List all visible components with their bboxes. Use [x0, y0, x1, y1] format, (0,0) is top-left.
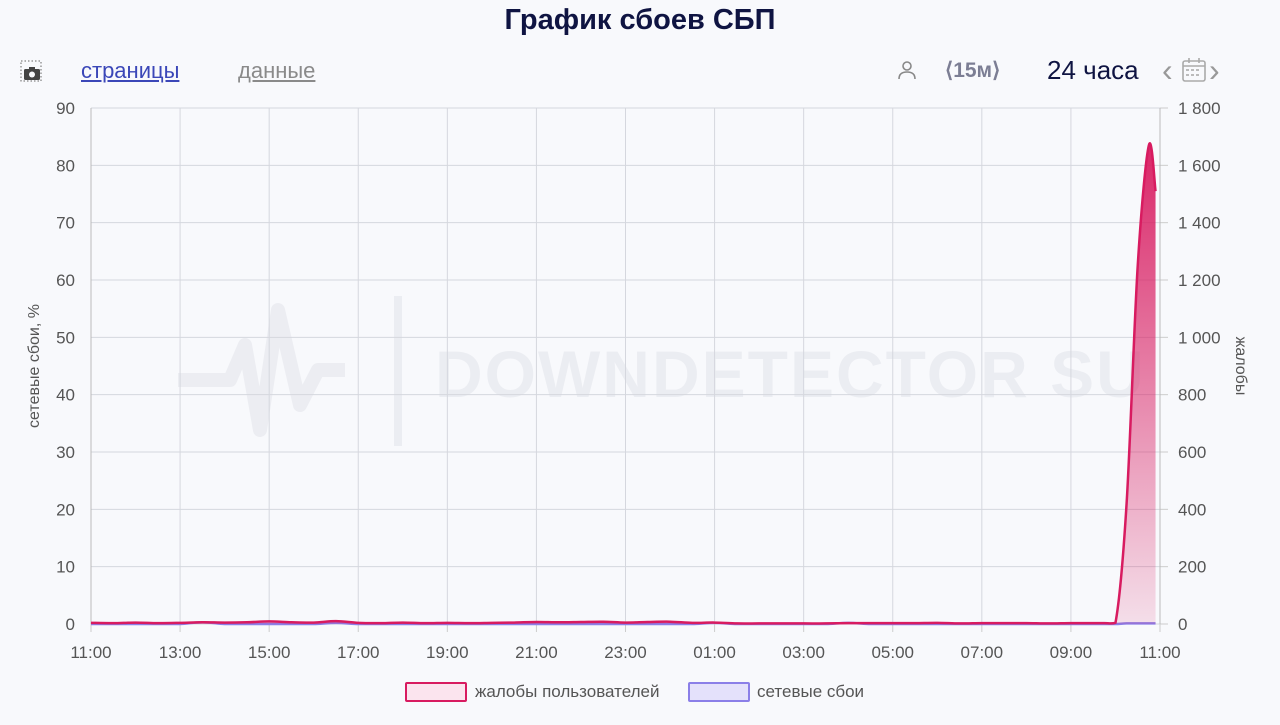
x-tick-label: 05:00	[871, 643, 914, 662]
x-tick-label: 19:00	[426, 643, 469, 662]
y-tick-left: 10	[56, 558, 75, 577]
y-tick-left: 90	[56, 99, 75, 118]
legend-label-network[interactable]: сетевые сбои	[757, 682, 865, 701]
chart-toolbar: страницы данные ⟨15м⟩ 24 часа ‹ ›	[0, 52, 1280, 88]
y-tick-right: 1 200	[1178, 271, 1221, 290]
y-tick-right: 1 600	[1178, 156, 1221, 175]
y-tick-left: 50	[56, 328, 75, 347]
y-tick-left: 80	[56, 156, 75, 175]
y-tick-right: 200	[1178, 558, 1206, 577]
legend-swatch-complaints[interactable]	[405, 682, 467, 702]
camera-icon[interactable]	[20, 60, 42, 82]
x-tick-label: 21:00	[515, 643, 558, 662]
svg-text:DOWNDETECTOR SU: DOWNDETECTOR SU	[435, 337, 1146, 411]
interval-selector[interactable]: ⟨15м⟩	[945, 59, 1001, 82]
y-tick-right: 1 000	[1178, 328, 1221, 347]
x-tick-label: 17:00	[337, 643, 380, 662]
y-tick-right: 0	[1178, 615, 1187, 634]
page-title: График сбоев СБП	[504, 4, 776, 36]
series-complaints-line	[90, 142, 1157, 625]
user-icon[interactable]	[897, 59, 917, 86]
x-tick-label: 11:00	[70, 643, 111, 662]
x-tick-label: 09:00	[1050, 643, 1093, 662]
x-tick-label: 23:00	[604, 643, 647, 662]
x-tick-label: 13:00	[159, 643, 202, 662]
y-tick-right: 1 800	[1178, 99, 1221, 118]
chart: DOWNDETECTOR SU 0 0 10 200 20 400 30 600 40 800 50…	[26, 99, 1249, 662]
y-tick-right: 1 400	[1178, 214, 1221, 233]
x-tick-label: 11:00	[1139, 643, 1180, 662]
y-tick-right: 600	[1178, 443, 1206, 462]
y-axis-left-label: сетевые сбои, %	[26, 304, 43, 428]
tab-pages[interactable]: страницы	[81, 58, 180, 83]
y-tick-left: 0	[66, 615, 75, 634]
x-tick-label: 07:00	[961, 643, 1004, 662]
legend: жалобы пользователей сетевые сбои	[0, 680, 1280, 704]
y-tick-left: 60	[56, 271, 75, 290]
tab-data[interactable]: данные	[238, 58, 316, 83]
y-tick-left: 70	[56, 214, 75, 233]
y-axis-right-label: жалобы	[1232, 337, 1249, 396]
x-tick-label: 03:00	[782, 643, 825, 662]
y-tick-left: 30	[56, 443, 75, 462]
y-tick-left: 20	[56, 500, 75, 519]
period-selector[interactable]: 24 часа	[1047, 55, 1139, 85]
calendar-icon[interactable]	[1181, 57, 1207, 88]
next-period-button[interactable]: ›	[1209, 52, 1220, 88]
prev-period-button[interactable]: ‹	[1162, 52, 1173, 88]
y-tick-right: 800	[1178, 386, 1206, 405]
legend-label-complaints[interactable]: жалобы пользователей	[475, 682, 660, 701]
x-tick-label: 01:00	[693, 643, 736, 662]
x-tick-label: 15:00	[248, 643, 291, 662]
watermark-logo: DOWNDETECTOR SU	[178, 296, 1146, 446]
y-tick-right: 400	[1178, 500, 1206, 519]
y-tick-left: 40	[56, 386, 75, 405]
legend-swatch-network[interactable]	[688, 682, 750, 702]
